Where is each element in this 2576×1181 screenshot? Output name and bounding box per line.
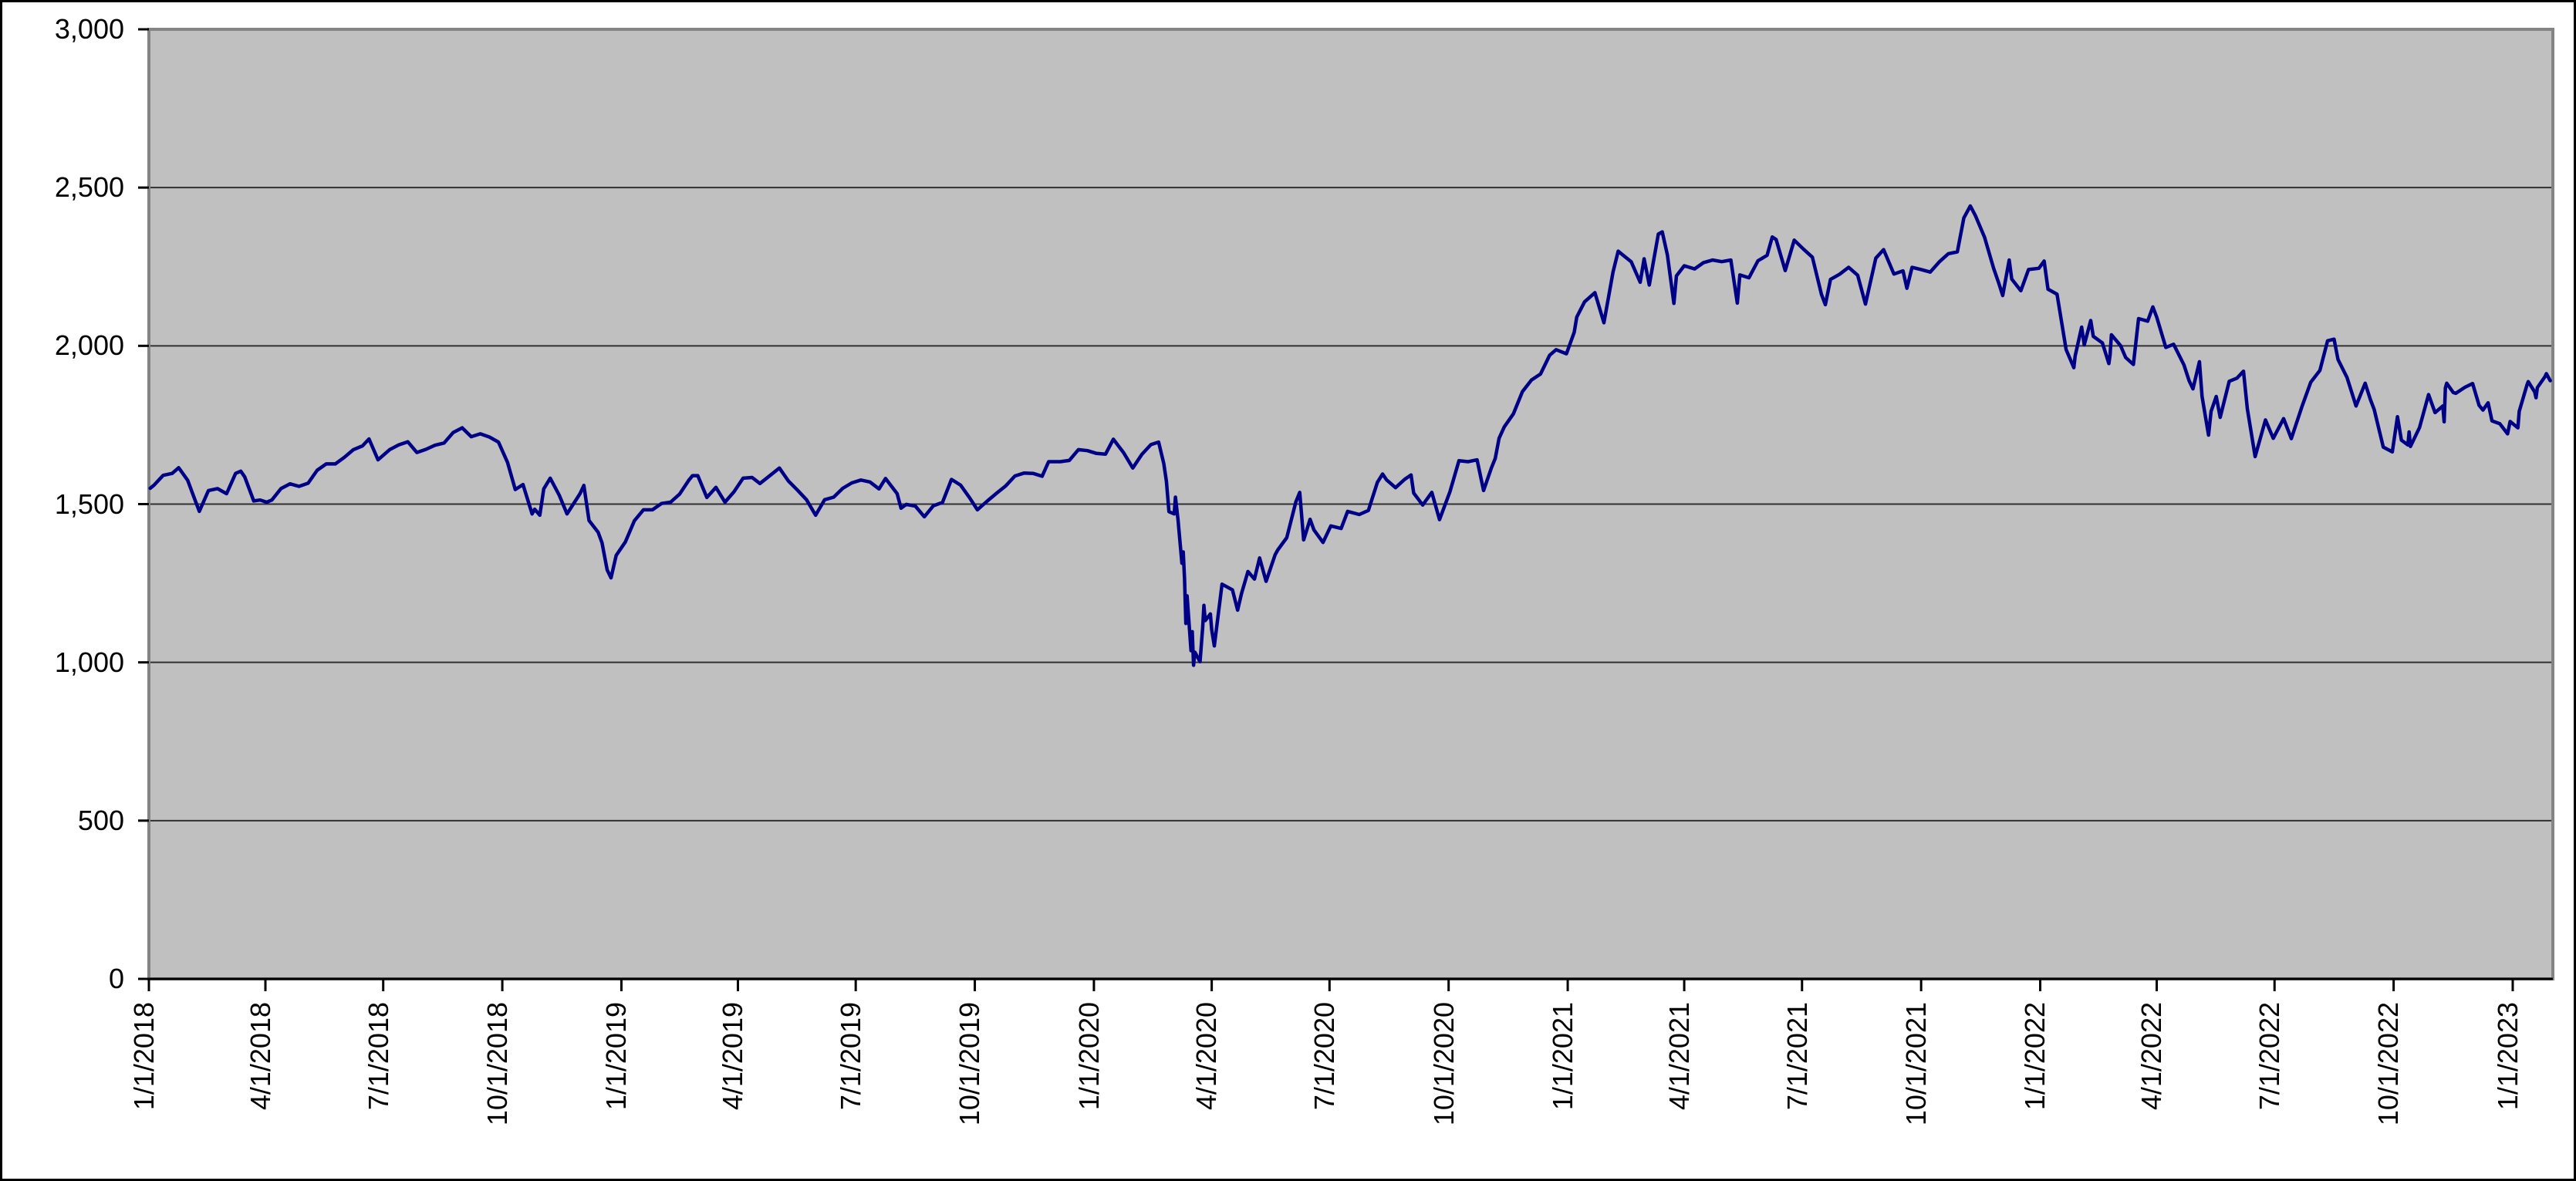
y-axis-tick-label: 1,000: [54, 646, 124, 678]
x-axis-tick-label: 10/1/2018: [481, 1002, 514, 1126]
price-line-series: [148, 204, 2552, 667]
x-axis-tick-label: 7/1/2019: [835, 1002, 867, 1111]
x-axis-tick-label: 4/1/2018: [245, 1002, 277, 1111]
x-axis-tick-label: 4/1/2020: [1190, 1002, 1223, 1111]
y-axis-tick-label: 500: [77, 804, 124, 836]
y-axis-tick-label: 2,000: [54, 329, 124, 362]
y-axis-tick-label: 3,000: [54, 13, 124, 45]
x-axis-tick-label: 7/1/2020: [1308, 1002, 1341, 1111]
x-axis-tick-label: 1/1/2020: [1072, 1002, 1105, 1111]
y-axis-tick-label: 1,500: [54, 488, 124, 520]
x-axis-tick-label: 10/1/2022: [2372, 1002, 2405, 1126]
x-axis-tick-label: 1/1/2019: [600, 1002, 633, 1111]
y-axis-tick-label: 0: [108, 963, 124, 994]
x-axis-tick-label: 1/1/2018: [128, 1002, 160, 1111]
x-axis-tick-label: 4/1/2022: [2135, 1002, 2168, 1111]
x-axis-tick-label: 1/1/2022: [2019, 1002, 2051, 1111]
x-axis-tick-label: 10/1/2020: [1427, 1002, 1460, 1126]
x-axis-tick-label: 7/1/2018: [362, 1002, 394, 1111]
x-axis-tick-label: 4/1/2021: [1663, 1002, 1696, 1111]
x-axis-tick-label: 4/1/2019: [717, 1002, 749, 1111]
x-axis-tick-label: 10/1/2019: [954, 1002, 986, 1126]
x-axis-tick-label: 7/1/2021: [1781, 1002, 1813, 1111]
x-axis-tick-label: 1/1/2021: [1547, 1002, 1579, 1111]
y-axis-tick-label: 2,500: [54, 171, 124, 204]
x-axis-tick-label: 1/1/2023: [2491, 1002, 2524, 1111]
x-axis-tick-label: 7/1/2022: [2254, 1002, 2286, 1111]
x-axis-tick-label: 10/1/2021: [1900, 1002, 1933, 1126]
